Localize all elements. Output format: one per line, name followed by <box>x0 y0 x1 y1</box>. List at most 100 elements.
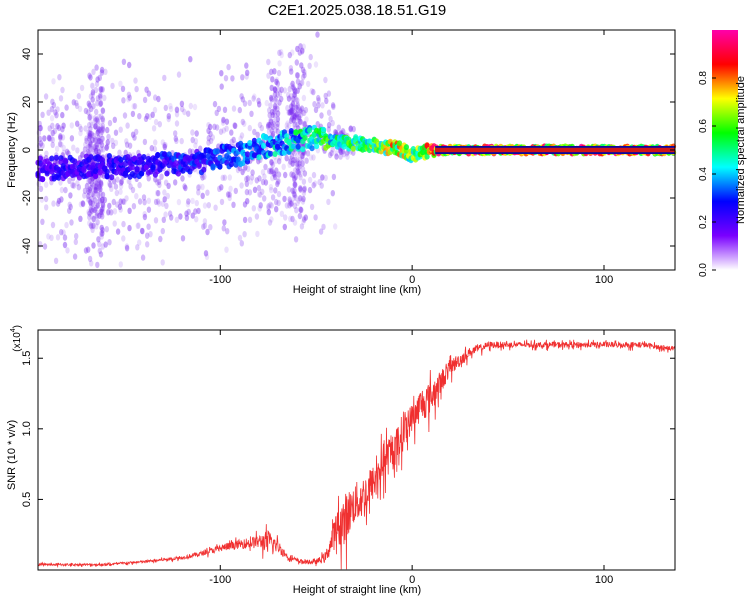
spectrogram-point <box>292 91 297 98</box>
spectrogram-point <box>290 107 295 114</box>
spectrogram-point <box>245 69 250 77</box>
spectrogram-point <box>96 179 102 186</box>
spectrogram-point <box>50 136 56 144</box>
spectrogram-point <box>240 118 245 126</box>
spectrogram-point <box>267 107 272 114</box>
spectrogram-point <box>290 160 295 167</box>
spectrogram-point <box>49 135 54 142</box>
spectrogram-point <box>62 234 68 241</box>
spectrogram-point <box>296 104 301 111</box>
spectrogram-point <box>84 135 89 142</box>
spectrogram-point <box>348 125 353 132</box>
spectrogram-point <box>216 105 222 113</box>
spectrogram-point <box>105 126 110 134</box>
spectrogram-point <box>97 185 102 192</box>
spectrogram-point <box>275 120 280 128</box>
spectrogram-point <box>86 143 91 151</box>
spectrogram-point <box>174 216 180 223</box>
spectrogram-point <box>145 241 150 248</box>
spectrogram-point <box>291 172 296 179</box>
spectrogram-point <box>120 85 126 93</box>
spectrogram-point <box>269 202 274 209</box>
spectrogram-point <box>92 115 98 122</box>
spectrogram-point <box>292 176 297 183</box>
spectrogram-point <box>93 197 98 204</box>
spectrogram-point <box>97 212 103 219</box>
spectrogram-point <box>294 59 299 66</box>
spectrogram-point <box>292 112 298 120</box>
spectrogram-point <box>220 174 225 181</box>
spectrogram-point <box>293 110 298 117</box>
spectrogram-point <box>291 157 296 164</box>
spectrogram-point <box>237 106 242 114</box>
spectrogram-point <box>99 66 105 74</box>
spectrogram-point <box>269 108 275 116</box>
spectrogram-point <box>295 106 301 114</box>
spectrogram-point <box>90 226 95 233</box>
spectrogram-point <box>272 91 278 98</box>
spectrogram-point <box>75 120 80 127</box>
spectrogram-point <box>149 145 154 152</box>
spectrogram-point <box>87 122 92 129</box>
spectrogram-point <box>275 128 281 135</box>
spectrogram-point <box>257 121 263 129</box>
spectrogram-point <box>166 113 171 120</box>
spectrogram-point <box>152 106 158 114</box>
spectrogram-point <box>104 144 109 151</box>
spectrogram-point <box>323 92 328 100</box>
spectrogram-point <box>205 228 210 236</box>
spectrogram-point <box>312 101 317 108</box>
spectrogram-point <box>227 174 232 181</box>
spectrogram-point <box>273 95 279 102</box>
spectrogram-point <box>87 132 92 139</box>
spectrogram-point <box>257 191 262 198</box>
spectrogram-point <box>38 124 44 132</box>
spectrogram-point <box>179 137 184 145</box>
spectrogram-point <box>98 138 104 145</box>
spectrogram-point <box>300 154 305 161</box>
spectrogram-point <box>259 124 264 132</box>
spectrogram-point <box>88 184 94 192</box>
spectrogram-point <box>94 80 100 88</box>
spectrogram-point <box>105 139 111 146</box>
ridge-point <box>263 134 269 140</box>
spectrogram-point <box>40 111 45 119</box>
spectrogram-point <box>55 123 60 130</box>
spectrogram-point <box>78 201 84 208</box>
spectrogram-point <box>266 58 271 66</box>
spectrogram-point <box>301 94 307 102</box>
spectrogram-point <box>274 78 279 86</box>
spectrogram-point <box>194 199 199 207</box>
spectrogram-point <box>304 116 309 123</box>
spectrogram-point <box>93 123 98 130</box>
spectrogram-point <box>40 142 45 149</box>
spectrogram-point <box>286 109 291 116</box>
spectrogram-point <box>293 88 298 95</box>
spectrogram-point <box>218 128 224 135</box>
spectrogram-point <box>273 157 279 164</box>
snr-axes: -100 0 100 0.5 1.0 1.5 <box>21 330 675 586</box>
spectrogram-point <box>277 158 282 165</box>
spectrogram-point <box>92 143 97 151</box>
spectrogram-point <box>132 103 138 110</box>
spectrogram-point <box>332 128 338 136</box>
spectrogram-point <box>268 168 273 175</box>
spectrogram-point <box>108 181 113 189</box>
spectrogram-point <box>89 179 94 186</box>
spectrogram-point <box>69 135 75 142</box>
spectrogram-point <box>100 205 106 212</box>
spectrogram-point <box>276 171 282 178</box>
spectrogram-point <box>96 137 102 145</box>
spectrogram-point <box>121 58 127 65</box>
spectrogram-point <box>49 129 55 137</box>
spectrogram-point <box>96 134 101 141</box>
spectrogram-point <box>91 215 96 223</box>
spectrogram-point <box>276 177 281 185</box>
spectrogram-point <box>92 206 97 214</box>
spectrogram-point <box>97 74 103 82</box>
spectrogram-point <box>59 141 64 148</box>
spectrogram-point <box>92 136 98 143</box>
spectrogram-point <box>254 177 259 184</box>
spectrogram-point <box>193 142 198 149</box>
spectrogram-point <box>99 128 105 136</box>
